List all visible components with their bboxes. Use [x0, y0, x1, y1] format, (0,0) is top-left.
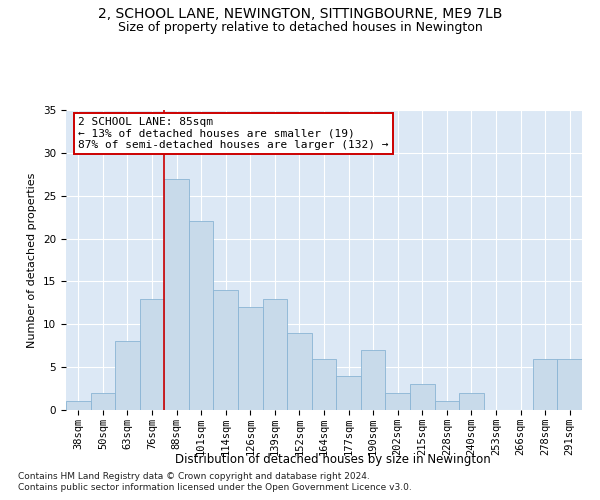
- Text: Distribution of detached houses by size in Newington: Distribution of detached houses by size …: [175, 452, 491, 466]
- Bar: [238, 307, 263, 410]
- Bar: [115, 342, 140, 410]
- Bar: [263, 298, 287, 410]
- Bar: [557, 358, 582, 410]
- Bar: [287, 333, 312, 410]
- Bar: [434, 402, 459, 410]
- Bar: [66, 402, 91, 410]
- Bar: [140, 298, 164, 410]
- Bar: [312, 358, 336, 410]
- Bar: [91, 393, 115, 410]
- Bar: [385, 393, 410, 410]
- Y-axis label: Number of detached properties: Number of detached properties: [28, 172, 37, 348]
- Text: 2 SCHOOL LANE: 85sqm
← 13% of detached houses are smaller (19)
87% of semi-detac: 2 SCHOOL LANE: 85sqm ← 13% of detached h…: [78, 117, 389, 150]
- Bar: [459, 393, 484, 410]
- Bar: [214, 290, 238, 410]
- Bar: [336, 376, 361, 410]
- Bar: [361, 350, 385, 410]
- Text: Contains public sector information licensed under the Open Government Licence v3: Contains public sector information licen…: [18, 484, 412, 492]
- Text: Size of property relative to detached houses in Newington: Size of property relative to detached ho…: [118, 21, 482, 34]
- Text: 2, SCHOOL LANE, NEWINGTON, SITTINGBOURNE, ME9 7LB: 2, SCHOOL LANE, NEWINGTON, SITTINGBOURNE…: [98, 8, 502, 22]
- Bar: [533, 358, 557, 410]
- Text: Contains HM Land Registry data © Crown copyright and database right 2024.: Contains HM Land Registry data © Crown c…: [18, 472, 370, 481]
- Bar: [189, 222, 214, 410]
- Bar: [410, 384, 434, 410]
- Bar: [164, 178, 189, 410]
